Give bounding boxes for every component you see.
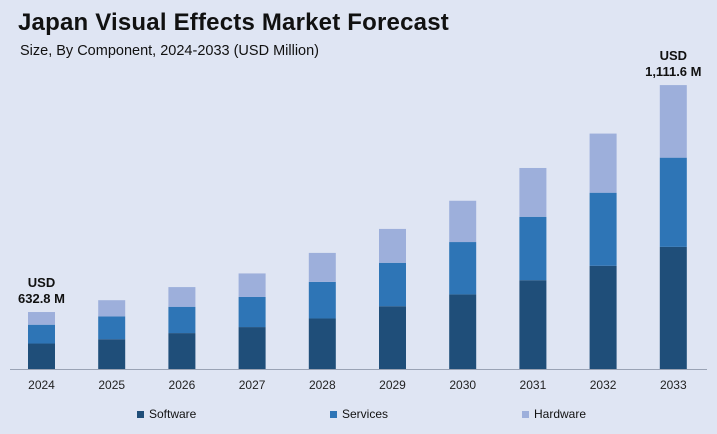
bar-hardware-2030: [449, 200, 477, 243]
bar-hardware-2024: [28, 312, 55, 325]
bar-software-2033: [659, 246, 687, 369]
annotation-2033-line2: 1,111.6 M: [645, 64, 701, 79]
annotation-2024-line2: 632.8 M: [18, 291, 65, 306]
x-tick-label-2033: 2033: [660, 378, 687, 392]
legend-swatch-services: [330, 410, 337, 418]
bar-hardware-2027: [238, 273, 266, 297]
bar-hardware-2031: [519, 167, 547, 217]
bar-services-2030: [449, 242, 477, 295]
bar-hardware-2029: [379, 228, 406, 263]
bar-hardware-2032: [589, 133, 617, 193]
legend-item-hardware: Hardware: [522, 407, 586, 421]
x-tick-label-2030: 2030: [449, 378, 476, 392]
bar-software-2025: [98, 339, 126, 369]
legend-item-software: Software: [137, 407, 196, 421]
bar-software-2032: [589, 265, 617, 369]
bar-services-2033: [659, 157, 687, 247]
bar-software-2027: [238, 327, 266, 369]
bar-software-2030: [449, 294, 477, 369]
x-tick-label-2028: 2028: [309, 378, 336, 392]
bar-services-2029: [379, 262, 406, 307]
x-tick-label-2024: 2024: [28, 378, 55, 392]
legend-item-services: Services: [330, 407, 388, 421]
legend-label-software: Software: [149, 407, 197, 421]
bar-services-2027: [238, 296, 266, 328]
x-tick-label-2027: 2027: [239, 378, 266, 392]
legend-swatch-hardware: [522, 410, 529, 418]
bar-software-2031: [519, 280, 547, 369]
x-tick-label-2032: 2032: [590, 378, 617, 392]
bar-software-2026: [168, 333, 196, 369]
bar-services-2032: [589, 192, 617, 266]
chart-subtitle: Size, By Component, 2024-2033 (USD Milli…: [20, 43, 319, 59]
bar-software-2024: [28, 343, 55, 369]
x-tick-label-2026: 2026: [169, 378, 196, 392]
annotation-2033-line1: USD: [660, 48, 687, 63]
x-tick-label-2031: 2031: [520, 378, 547, 392]
bar-software-2028: [308, 318, 336, 369]
x-tick-label-2029: 2029: [379, 378, 406, 392]
bar-services-2025: [98, 316, 126, 340]
legend-swatch-software: [137, 410, 144, 418]
bar-hardware-2026: [168, 287, 196, 307]
chart-title: Japan Visual Effects Market Forecast: [18, 9, 449, 36]
bar-services-2031: [519, 216, 547, 281]
legend-label-services: Services: [342, 407, 389, 421]
bar-hardware-2028: [308, 252, 336, 282]
legend-label-hardware: Hardware: [534, 407, 587, 421]
bar-services-2026: [168, 306, 196, 334]
bar-hardware-2025: [98, 300, 126, 317]
bar-services-2028: [308, 281, 336, 319]
annotation-2024-line1: USD: [28, 275, 55, 290]
bar-services-2024: [28, 324, 55, 344]
bar-hardware-2033: [659, 85, 687, 158]
bar-software-2029: [379, 306, 406, 369]
x-tick-label-2025: 2025: [98, 378, 125, 392]
